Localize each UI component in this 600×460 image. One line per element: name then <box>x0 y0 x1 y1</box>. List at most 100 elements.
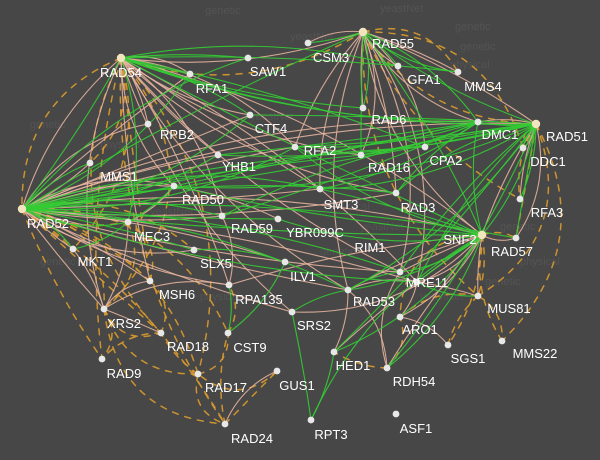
graph-node-label-csm3: CSM3 <box>313 50 349 65</box>
graph-node-rpa135[interactable] <box>225 281 233 289</box>
graph-edge <box>362 27 459 73</box>
graph-edge <box>399 234 483 318</box>
graph-node-dmc1[interactable] <box>474 118 482 126</box>
graph-edge <box>21 57 249 210</box>
graph-edge <box>319 188 483 236</box>
graph-edge <box>21 208 129 227</box>
graph-node-rad53[interactable] <box>344 286 352 294</box>
graph-node-label-rfa2: RFA2 <box>304 143 337 158</box>
graph-node-slx5[interactable] <box>190 246 198 254</box>
graph-node-label-rad53: RAD53 <box>353 294 395 309</box>
graph-edge <box>362 31 426 283</box>
graph-edge <box>294 31 364 148</box>
graph-node-ctf4[interactable] <box>246 111 254 119</box>
graph-edge <box>21 208 418 283</box>
graph-node-mms22[interactable] <box>498 337 506 345</box>
graph-edge <box>399 234 483 273</box>
graph-node-gus1[interactable] <box>273 367 281 375</box>
graph-node-mkt1[interactable] <box>69 245 77 253</box>
graph-node-rad52[interactable] <box>17 204 27 214</box>
graph-node-rad59[interactable] <box>218 212 226 220</box>
graph-node-rad50[interactable] <box>170 182 178 190</box>
graph-edge <box>21 208 401 273</box>
graph-node-rdh54[interactable] <box>383 364 391 372</box>
graph-edge <box>228 234 483 286</box>
graph-node-srs2[interactable] <box>288 308 296 316</box>
graph-node-label-mre11: MRE11 <box>406 275 448 290</box>
graph-node-rad55[interactable] <box>358 27 368 37</box>
graph-node-rad6[interactable] <box>359 104 367 112</box>
graph-node-rpb2[interactable] <box>144 120 152 128</box>
graph-edge <box>362 31 537 125</box>
watermark-text: genetic <box>40 256 76 268</box>
graph-edge <box>21 57 122 210</box>
graph-node-label-asf1: ASF1 <box>400 421 433 436</box>
graph-node-ddc1[interactable] <box>519 144 527 152</box>
graph-edge <box>197 370 278 391</box>
graph-node-label-rad9: RAD9 <box>107 366 142 381</box>
graph-edge <box>21 208 226 425</box>
graph-node-sgs1[interactable] <box>444 341 452 349</box>
graph-node-label-rad52: RAD52 <box>27 216 69 231</box>
graph-node-label-rdh54: RDH54 <box>393 374 436 389</box>
graph-edge <box>103 308 162 334</box>
graph-node-mre11[interactable] <box>413 278 421 286</box>
graph-node-cpa2[interactable] <box>421 143 429 151</box>
graph-node-aro1[interactable] <box>396 313 404 321</box>
graph-edge <box>101 332 162 360</box>
graph-node-mus81[interactable] <box>474 292 482 300</box>
graph-node-rpt3[interactable] <box>307 416 315 424</box>
graph-node-rad3[interactable] <box>392 189 400 197</box>
graph-node-msh6[interactable] <box>146 277 154 285</box>
graph-node-rad57[interactable] <box>512 234 520 242</box>
graph-node-label-mkt1: MKT1 <box>78 254 113 269</box>
graph-node-label-rad16: RAD16 <box>368 160 410 175</box>
graph-node-snf2[interactable] <box>477 230 487 240</box>
graph-node-rfa1[interactable] <box>186 70 194 78</box>
graph-node-rad9[interactable] <box>98 355 106 363</box>
graph-edge <box>399 293 479 318</box>
graph-node-smt3[interactable] <box>316 185 324 193</box>
graph-node-yhb1[interactable] <box>214 151 222 159</box>
graph-edge <box>294 121 479 148</box>
graph-node-rad16[interactable] <box>357 151 365 159</box>
graph-node-label-dmc1: DMC1 <box>482 127 519 142</box>
graph-node-mms1[interactable] <box>86 159 94 167</box>
graph-node-xrs2[interactable] <box>100 305 108 313</box>
graph-edge <box>120 57 219 156</box>
graph-edge <box>149 280 167 334</box>
graph-edge <box>72 248 105 310</box>
graph-edge <box>21 208 162 334</box>
graph-node-csm3[interactable] <box>304 39 312 47</box>
graph-node-mms4[interactable] <box>454 68 462 76</box>
graph-node-rim1[interactable] <box>396 268 404 276</box>
graph-node-ybr099c[interactable] <box>274 215 282 223</box>
graph-edge <box>21 57 122 210</box>
graph-edge <box>21 73 191 210</box>
graph-node-mec3[interactable] <box>124 218 132 226</box>
graph-edge <box>447 295 479 346</box>
graph-edge <box>120 57 397 194</box>
watermark-text: physical <box>450 59 490 71</box>
graph-node-saw1[interactable] <box>244 54 252 62</box>
graph-node-rad51[interactable] <box>531 119 541 129</box>
graph-node-rad54[interactable] <box>116 53 126 63</box>
graph-edge <box>518 123 537 200</box>
graph-node-asf1[interactable] <box>392 410 400 418</box>
graph-node-ilv1[interactable] <box>281 258 289 266</box>
graph-node-rad17[interactable] <box>194 370 202 378</box>
graph-node-gfa1[interactable] <box>394 62 402 70</box>
graph-node-rad24[interactable] <box>221 420 229 428</box>
graph-node-hed1[interactable] <box>330 348 338 356</box>
graph-node-rfa2[interactable] <box>291 143 299 151</box>
graph-node-rad18[interactable] <box>157 329 165 337</box>
genetic-edge-layer <box>21 31 537 421</box>
node-layer[interactable] <box>17 27 541 428</box>
graph-node-cst9[interactable] <box>224 329 232 337</box>
graph-edge <box>333 351 388 369</box>
graph-node-label-gfa1: GFA1 <box>407 72 440 87</box>
graph-node-label-rad54: RAD54 <box>100 65 142 80</box>
graph-node-rfa3[interactable] <box>516 195 524 203</box>
